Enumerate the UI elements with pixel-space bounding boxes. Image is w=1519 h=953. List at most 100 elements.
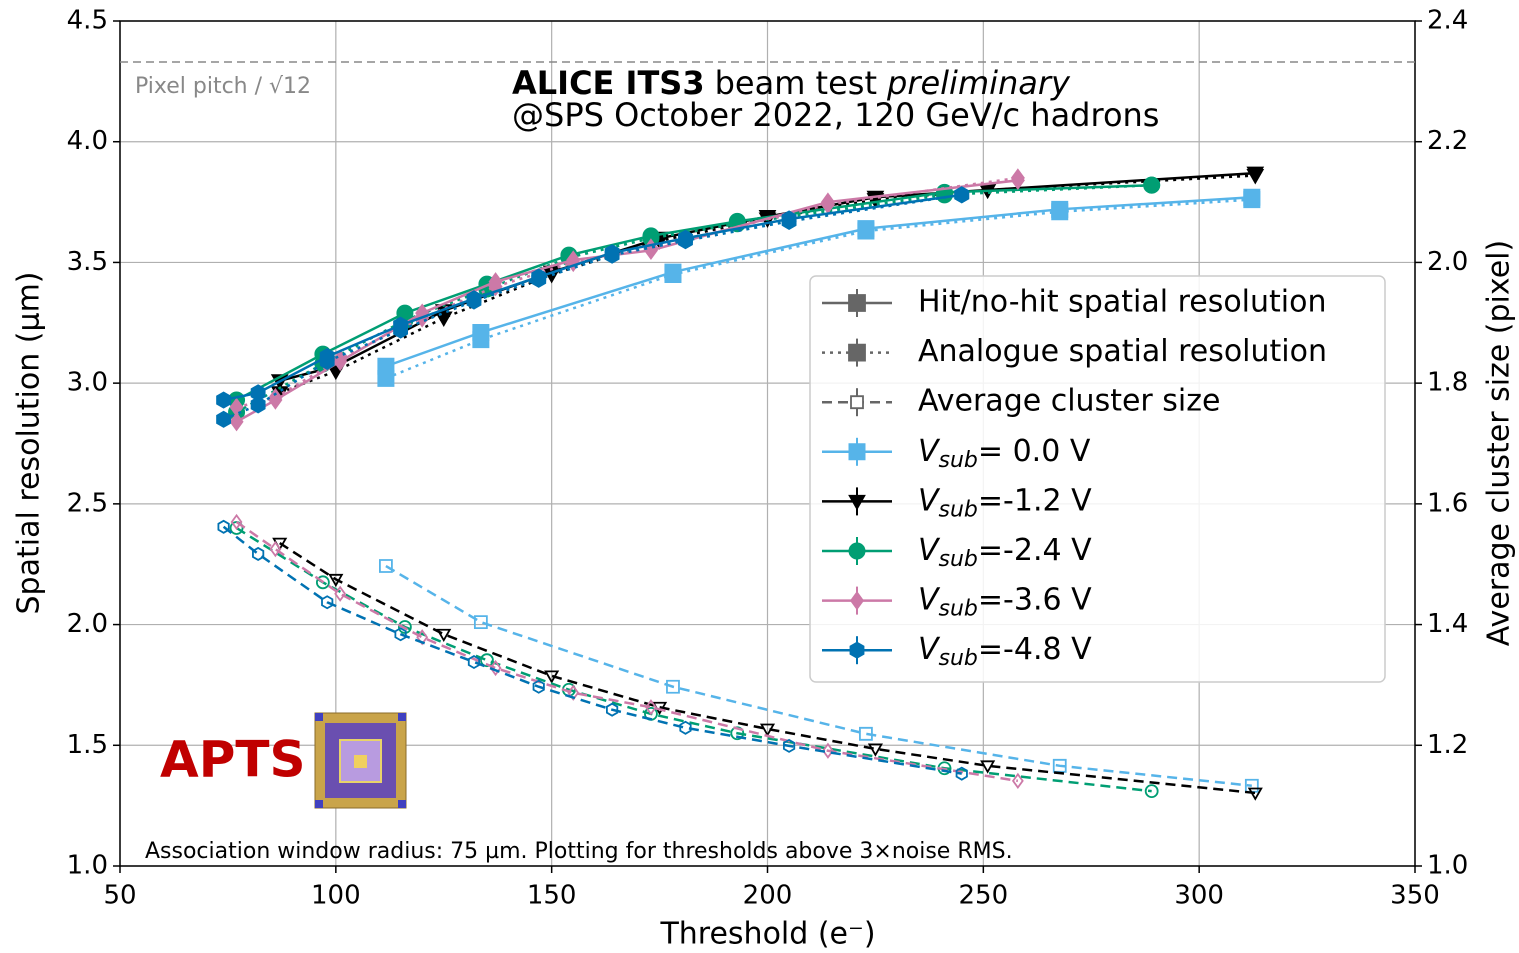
cluster-size-marker xyxy=(269,540,282,558)
cluster-size-marker xyxy=(1052,758,1067,773)
chart-title: ALICE ITS3 beam test preliminary xyxy=(512,64,1071,102)
hit-resolution-marker xyxy=(1243,188,1261,206)
y2-axis-label: Average cluster size (pixel) xyxy=(1482,240,1517,646)
y-axis-label: Spatial resolution (µm) xyxy=(12,271,47,614)
hit-resolution-marker xyxy=(216,391,232,409)
hit-resolution-marker xyxy=(393,316,409,334)
x-tick-label: 50 xyxy=(103,881,136,911)
hit-resolution-marker xyxy=(1051,200,1069,218)
legend-label: Analogue spatial resolution xyxy=(918,334,1327,369)
hit-resolution-marker xyxy=(820,192,835,212)
hit-resolution-marker xyxy=(954,186,970,204)
hit-resolution-marker xyxy=(678,229,693,247)
reference-label: Pixel pitch / √12 xyxy=(135,74,311,99)
legend-label: Vsub= 0.0 V xyxy=(918,433,1091,473)
hit-resolution-marker xyxy=(466,290,482,308)
legend-label: Vsub=-4.8 V xyxy=(918,632,1092,672)
x-tick-label: 350 xyxy=(1390,881,1440,911)
y2-tick-label: 2.2 xyxy=(1427,126,1468,156)
x-tick-label: 250 xyxy=(959,881,1009,911)
y2-tick-label: 1.6 xyxy=(1427,488,1468,518)
cluster-size-marker xyxy=(321,595,334,610)
cluster-size-marker xyxy=(416,629,429,646)
cluster-size-marker xyxy=(394,627,407,642)
legend-marker xyxy=(849,641,865,659)
cluster-size-marker xyxy=(230,513,243,531)
legend: Hit/no-hit spatial resolution Analogue sp… xyxy=(809,275,1386,683)
title-part: preliminary xyxy=(886,64,1071,102)
legend-label: Hit/no-hit spatial resolution xyxy=(918,285,1327,320)
cluster-size-marker xyxy=(1244,778,1259,793)
y-tick-label: 1.5 xyxy=(67,730,108,760)
hit-resolution-marker xyxy=(1246,166,1265,183)
x-tick-label: 100 xyxy=(311,881,361,911)
cluster-size-marker xyxy=(532,679,545,694)
cluster-size-marker xyxy=(606,702,619,717)
y2-tick-label: 1.2 xyxy=(1427,730,1468,760)
x-tick-label: 300 xyxy=(1174,881,1224,911)
cluster-size-marker xyxy=(955,766,968,781)
legend-marker xyxy=(848,494,866,511)
chip-image xyxy=(314,712,407,809)
y-tick-label: 3.5 xyxy=(67,247,108,277)
cluster-size-marker xyxy=(397,620,412,634)
cluster-size-marker xyxy=(759,723,776,737)
legend-marker xyxy=(848,542,866,560)
cluster-size-marker xyxy=(1247,787,1263,801)
hit-resolution-line xyxy=(385,195,1252,368)
y2-tick-label: 2.0 xyxy=(1427,247,1468,277)
cluster-size-marker xyxy=(544,670,560,684)
plot xyxy=(216,166,1265,801)
cluster-size-marker xyxy=(252,546,265,561)
cluster-size-marker xyxy=(867,743,883,757)
hit-resolution-marker xyxy=(781,210,797,228)
hit-resolution-marker xyxy=(531,268,547,286)
cluster-size-marker xyxy=(473,615,488,630)
cluster-size-line xyxy=(235,526,1152,793)
y-tick-label: 2.0 xyxy=(67,609,108,639)
y-tick-label: 1.0 xyxy=(67,851,108,881)
cluster-size-marker xyxy=(379,559,393,573)
legend-marker xyxy=(849,590,865,611)
cluster-size-marker xyxy=(937,761,952,776)
y2-tick-label: 1.4 xyxy=(1427,609,1468,639)
y-tick-label: 4.0 xyxy=(67,126,108,156)
cluster-size-marker xyxy=(666,679,680,694)
legend-label: Vsub=-3.6 V xyxy=(918,582,1092,622)
y2-tick-label: 2.4 xyxy=(1427,6,1468,36)
x-tick-label: 150 xyxy=(527,881,577,911)
cluster-size-line xyxy=(235,520,1019,783)
y2-tick-label: 1.0 xyxy=(1427,851,1468,881)
y-tick-label: 4.5 xyxy=(67,6,108,36)
hit-resolution-marker xyxy=(857,220,875,238)
x-axis-label: Threshold (e⁻) xyxy=(659,917,875,952)
footnote: Association window radius: 75 µm. Plotti… xyxy=(145,839,1013,864)
cluster-size-marker xyxy=(980,760,996,774)
cluster-size-marker xyxy=(334,585,347,602)
hit-resolution-marker xyxy=(1143,176,1161,194)
hit-resolution-marker xyxy=(229,412,244,432)
chip-label: APTS xyxy=(160,731,305,789)
cluster-size-marker xyxy=(859,726,873,741)
hit-resolution-line xyxy=(223,193,962,402)
analogue-resolution-line xyxy=(235,183,1152,414)
legend-marker xyxy=(850,395,864,410)
hit-resolution-marker xyxy=(268,390,283,410)
analogue-resolution-marker xyxy=(216,410,232,428)
cluster-size-line xyxy=(279,542,1256,795)
legend-label: Average cluster size xyxy=(918,384,1220,419)
legend-marker xyxy=(848,443,866,461)
cluster-size-marker xyxy=(489,659,502,677)
chart-subtitle: @SPS October 2022, 120 GeV/c hadrons xyxy=(512,96,1159,134)
cluster-size-marker xyxy=(315,575,330,590)
cluster-size-marker xyxy=(822,742,834,759)
title-part: ALICE ITS3 xyxy=(512,64,705,102)
cluster-size-marker xyxy=(782,738,796,753)
cluster-size-marker xyxy=(436,628,452,643)
y-tick-label: 2.5 xyxy=(67,488,108,518)
hit-resolution-marker xyxy=(642,227,660,245)
hit-resolution-marker xyxy=(472,323,490,341)
hit-resolution-marker xyxy=(250,384,266,402)
cluster-size-marker xyxy=(1011,772,1024,790)
cluster-size-line xyxy=(385,564,1252,787)
